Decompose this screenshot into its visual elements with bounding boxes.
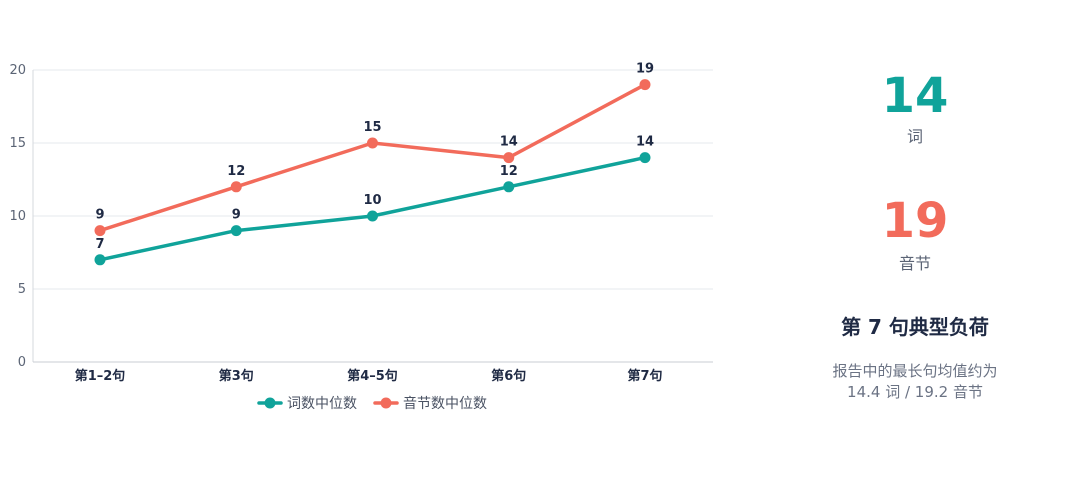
- data-point[interactable]: [94, 225, 106, 237]
- summary-note-line2: 14.4 词 / 19.2 音节: [847, 383, 983, 401]
- word-count-value: 14: [881, 68, 949, 124]
- data-label: 19: [636, 62, 654, 77]
- legend-swatch-dot: [264, 397, 276, 409]
- summary-title: 第 7 句典型负荷: [841, 315, 989, 339]
- y-tick-label: 5: [18, 282, 26, 297]
- data-point[interactable]: [503, 181, 515, 193]
- chart-data-labels: 7 9 10 12 14 9 12 15 14 19: [95, 62, 654, 252]
- syllable-count-unit: 音节: [898, 254, 931, 273]
- data-point[interactable]: [639, 152, 651, 164]
- data-point[interactable]: [367, 210, 378, 222]
- x-tick-label: 第4–5句: [347, 368, 398, 384]
- word-count-unit: 词: [906, 127, 923, 146]
- y-tick-label: 15: [9, 136, 26, 151]
- series-line: [98, 82, 647, 233]
- legend-label: 词数中位数: [287, 396, 357, 412]
- chart-legend[interactable]: 词数中位数 音节数中位数: [257, 395, 487, 412]
- data-label: 12: [500, 164, 518, 179]
- legend-swatch-dot: [380, 397, 392, 409]
- data-point[interactable]: [230, 181, 242, 193]
- data-label: 7: [95, 237, 104, 252]
- data-point[interactable]: [367, 137, 378, 149]
- series-line: [98, 155, 647, 262]
- y-tick-label: 10: [9, 209, 26, 224]
- summary-note-line1: 报告中的最长句均值约为: [832, 362, 998, 380]
- line-chart: 0 5 10 15 20 第1–2句 第3句 第4–5句 第6句 第7句 7 9 10 12 14 9 12 1…: [9, 62, 713, 412]
- data-point[interactable]: [639, 79, 651, 91]
- legend-item[interactable]: 音节数中位数: [373, 395, 487, 412]
- x-tick-label: 第1–2句: [75, 368, 126, 384]
- legend-label: 音节数中位数: [403, 395, 487, 412]
- summary-panel: 14 词 19 音节 第 7 句典型负荷 报告中的最长句均值约为 14.4 词 …: [775, 0, 1080, 489]
- legend-item[interactable]: 词数中位数: [257, 396, 357, 412]
- data-point[interactable]: [503, 152, 515, 164]
- data-point[interactable]: [230, 225, 242, 237]
- y-tick-label: 0: [18, 355, 26, 370]
- y-tick-label: 20: [9, 63, 26, 78]
- x-tick-label: 第7句: [627, 368, 662, 384]
- data-label: 15: [363, 120, 381, 135]
- data-label: 9: [95, 208, 104, 223]
- x-tick-label: 第6句: [491, 368, 526, 384]
- data-label: 14: [500, 135, 518, 150]
- data-label: 14: [636, 135, 654, 150]
- chart-series: [94, 79, 651, 266]
- data-label: 12: [227, 164, 245, 179]
- x-tick-label: 第3句: [219, 368, 254, 384]
- syllable-count-value: 19: [881, 193, 949, 249]
- data-label: 9: [232, 208, 241, 223]
- data-label: 10: [363, 193, 381, 208]
- data-point[interactable]: [94, 254, 106, 266]
- chart-axes: 0 5 10 15 20 第1–2句 第3句 第4–5句 第6句 第7句: [9, 63, 713, 384]
